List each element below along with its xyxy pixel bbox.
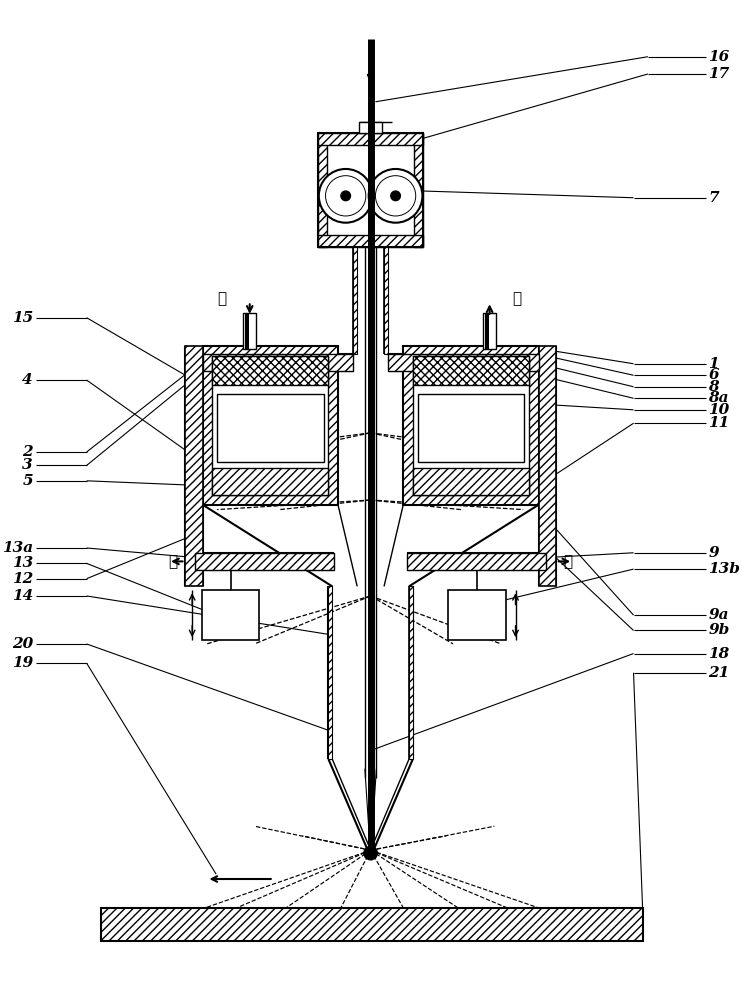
- Bar: [203, 346, 338, 505]
- Text: 8: 8: [709, 380, 719, 394]
- Circle shape: [341, 191, 350, 201]
- Circle shape: [391, 191, 401, 201]
- Text: 13: 13: [12, 556, 33, 570]
- Bar: [413, 356, 529, 495]
- Bar: [212, 356, 329, 495]
- Bar: [359, 122, 369, 133]
- Text: 21: 21: [709, 666, 729, 680]
- Bar: [212, 468, 329, 495]
- Text: 内: 内: [563, 554, 573, 569]
- Bar: [245, 313, 249, 349]
- Text: 2: 2: [22, 445, 33, 459]
- Bar: [448, 590, 506, 640]
- Bar: [203, 354, 353, 371]
- Text: 12: 12: [12, 572, 33, 586]
- Bar: [372, 122, 382, 133]
- Bar: [217, 394, 324, 462]
- Text: 7: 7: [709, 191, 719, 205]
- Text: 18: 18: [709, 647, 729, 661]
- Text: 内: 内: [217, 291, 226, 306]
- Circle shape: [369, 169, 422, 223]
- Circle shape: [364, 846, 378, 860]
- Bar: [414, 133, 424, 247]
- Bar: [403, 346, 539, 505]
- Text: 13a: 13a: [1, 541, 33, 555]
- Text: 15: 15: [12, 311, 33, 325]
- Text: 6: 6: [709, 368, 719, 382]
- Bar: [212, 356, 329, 385]
- Bar: [418, 394, 524, 462]
- Bar: [409, 586, 413, 759]
- Text: 14: 14: [12, 589, 33, 603]
- Bar: [407, 553, 546, 570]
- Text: 1: 1: [709, 357, 719, 371]
- Text: 9b: 9b: [709, 623, 729, 637]
- Text: 外: 外: [168, 554, 178, 569]
- Bar: [318, 235, 424, 247]
- Bar: [318, 133, 424, 145]
- Text: 16: 16: [709, 50, 729, 64]
- Text: 5: 5: [22, 474, 33, 488]
- Text: 10: 10: [709, 403, 729, 417]
- Circle shape: [326, 176, 366, 216]
- Bar: [329, 586, 332, 759]
- Text: 3: 3: [22, 458, 33, 472]
- Circle shape: [319, 169, 372, 223]
- Text: 19: 19: [12, 656, 33, 670]
- Text: 外: 外: [512, 291, 521, 306]
- Bar: [318, 133, 327, 247]
- Bar: [186, 346, 203, 586]
- Bar: [195, 553, 334, 570]
- Bar: [388, 354, 539, 371]
- Text: 9: 9: [709, 546, 719, 560]
- Text: 20: 20: [12, 637, 33, 651]
- Circle shape: [375, 176, 416, 216]
- Text: 9a: 9a: [709, 608, 729, 622]
- Bar: [384, 247, 388, 354]
- Bar: [318, 133, 424, 247]
- Bar: [202, 590, 259, 640]
- Bar: [485, 313, 489, 349]
- Bar: [243, 313, 257, 349]
- Text: 11: 11: [709, 416, 729, 430]
- Text: 13b: 13b: [709, 562, 741, 576]
- Bar: [413, 468, 529, 495]
- Bar: [353, 247, 357, 354]
- Bar: [413, 356, 529, 385]
- Bar: [539, 346, 556, 586]
- Text: 4: 4: [22, 373, 33, 387]
- Bar: [483, 313, 496, 349]
- Text: 8a: 8a: [709, 391, 729, 405]
- Bar: [101, 908, 643, 941]
- Text: 17: 17: [709, 67, 729, 81]
